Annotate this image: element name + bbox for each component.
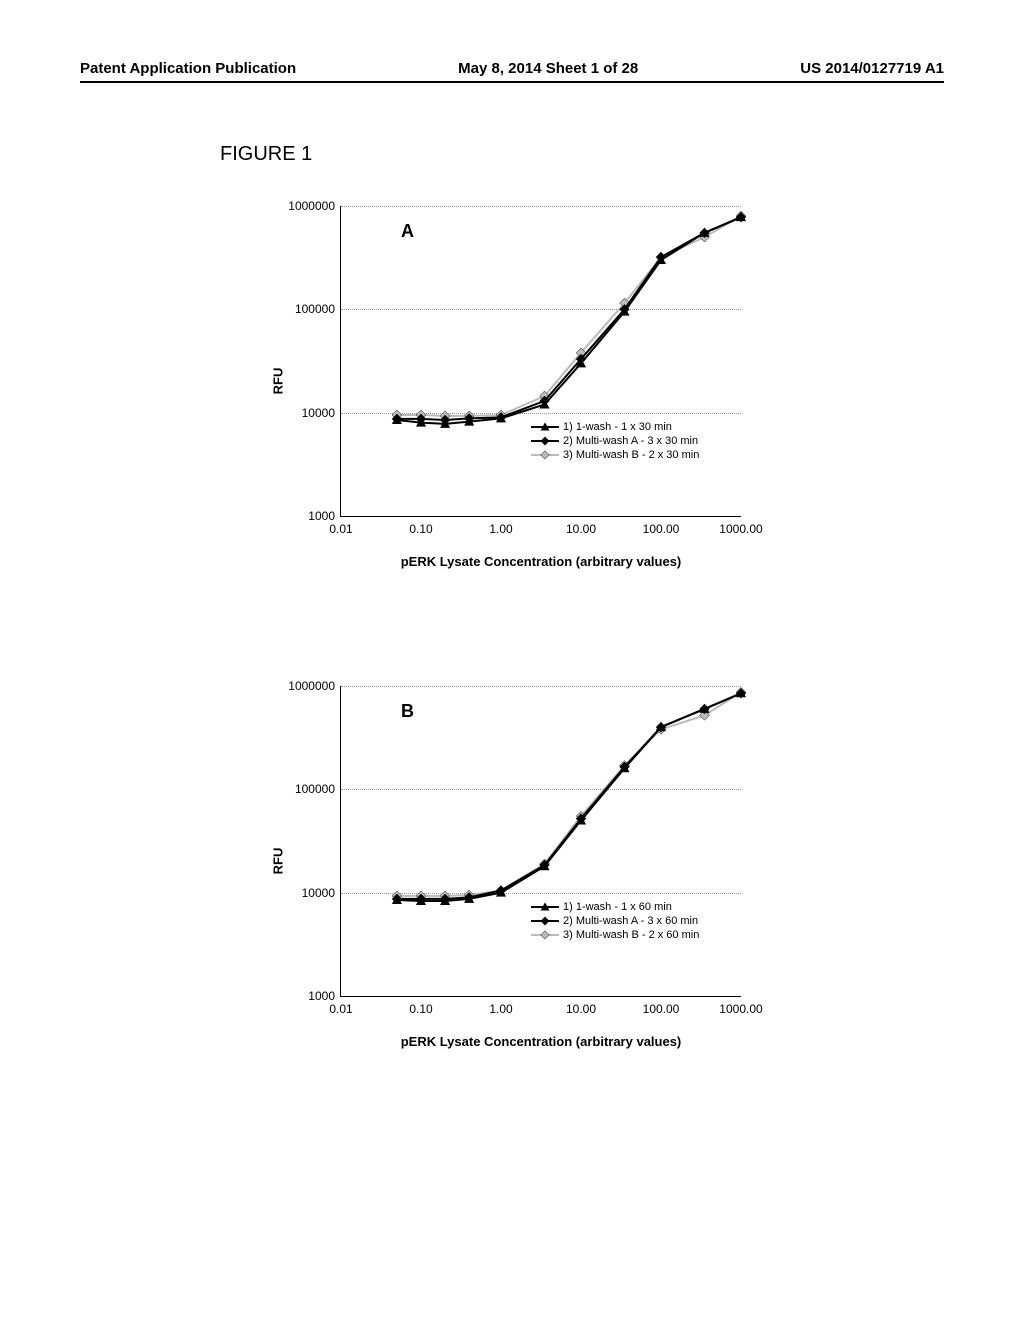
x-tick-label: 10.00 — [566, 522, 596, 536]
legend-item: 2) Multi-wash A - 3 x 60 min — [531, 915, 699, 927]
series-line — [397, 217, 741, 420]
y-axis-label: RFU — [271, 848, 286, 875]
header-left: Patent Application Publication — [80, 60, 296, 77]
series-line — [397, 693, 741, 901]
y-tick-label: 1000 — [308, 509, 335, 523]
legend-label: 3) Multi-wash B - 2 x 30 min — [563, 449, 699, 461]
legend-label: 2) Multi-wash A - 3 x 60 min — [563, 915, 698, 927]
x-axis-label: pERK Lysate Concentration (arbitrary val… — [401, 1034, 682, 1049]
legend-line-icon — [531, 454, 559, 456]
plot-area: 10001000010000010000000.010.101.0010.001… — [340, 686, 741, 997]
x-axis-label: pERK Lysate Concentration (arbitrary val… — [401, 554, 682, 569]
series-line — [397, 693, 741, 899]
charts-container: RFU10001000010000010000000.010.101.0010.… — [80, 196, 944, 1046]
legend-item: 2) Multi-wash A - 3 x 30 min — [531, 435, 699, 447]
legend-label: 2) Multi-wash A - 3 x 30 min — [563, 435, 698, 447]
panel-label: B — [401, 701, 414, 722]
plot-area: 10001000010000010000000.010.101.0010.001… — [340, 206, 741, 517]
figure-title: FIGURE 1 — [220, 143, 944, 166]
x-tick-label: 100.00 — [643, 1002, 680, 1016]
y-tick-label: 1000000 — [288, 199, 335, 213]
series-svg — [341, 686, 741, 996]
legend-label: 3) Multi-wash B - 2 x 60 min — [563, 929, 699, 941]
chart-panel-A: RFU10001000010000010000000.010.101.0010.… — [280, 196, 944, 566]
y-tick-label: 10000 — [302, 406, 335, 420]
series-line — [397, 216, 741, 416]
y-tick-label: 1000 — [308, 989, 335, 1003]
x-tick-label: 0.10 — [409, 522, 432, 536]
page-header: Patent Application Publication May 8, 20… — [80, 60, 944, 83]
y-tick-label: 100000 — [295, 782, 335, 796]
y-tick-label: 10000 — [302, 886, 335, 900]
x-tick-label: 1000.00 — [719, 522, 762, 536]
legend-item: 3) Multi-wash B - 2 x 60 min — [531, 929, 699, 941]
legend-line-icon — [531, 906, 559, 908]
legend-label: 1) 1-wash - 1 x 30 min — [563, 421, 672, 433]
legend-line-icon — [531, 920, 559, 922]
x-tick-label: 1.00 — [489, 522, 512, 536]
series-svg — [341, 206, 741, 516]
chart-panel-B: RFU10001000010000010000000.010.101.0010.… — [280, 676, 944, 1046]
header-right: US 2014/0127719 A1 — [800, 60, 944, 77]
y-axis-label: RFU — [271, 368, 286, 395]
x-tick-label: 10.00 — [566, 1002, 596, 1016]
legend-line-icon — [531, 934, 559, 936]
legend-item: 3) Multi-wash B - 2 x 30 min — [531, 449, 699, 461]
x-tick-label: 1000.00 — [719, 1002, 762, 1016]
legend-item: 1) 1-wash - 1 x 60 min — [531, 901, 699, 913]
legend-label: 1) 1-wash - 1 x 60 min — [563, 901, 672, 913]
legend: 1) 1-wash - 1 x 60 min 2) Multi-wash A - … — [531, 901, 699, 943]
legend: 1) 1-wash - 1 x 30 min 2) Multi-wash A - … — [531, 421, 699, 463]
x-tick-label: 1.00 — [489, 1002, 512, 1016]
legend-line-icon — [531, 426, 559, 428]
series-line — [397, 692, 741, 896]
x-tick-label: 0.10 — [409, 1002, 432, 1016]
header-center: May 8, 2014 Sheet 1 of 28 — [458, 60, 638, 77]
y-tick-label: 100000 — [295, 302, 335, 316]
x-tick-label: 100.00 — [643, 522, 680, 536]
x-tick-label: 0.01 — [329, 1002, 352, 1016]
series-line — [397, 217, 741, 424]
x-tick-label: 0.01 — [329, 522, 352, 536]
legend-item: 1) 1-wash - 1 x 30 min — [531, 421, 699, 433]
legend-line-icon — [531, 440, 559, 442]
panel-label: A — [401, 221, 414, 242]
y-tick-label: 1000000 — [288, 679, 335, 693]
